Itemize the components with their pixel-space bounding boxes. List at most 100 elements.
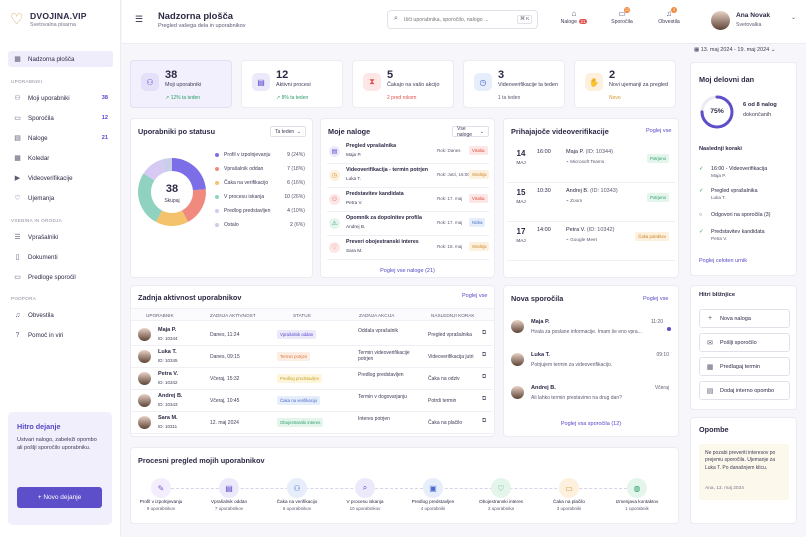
sidebar-item-tasks[interactable]: ▤ Naloge 21 xyxy=(14,134,108,143)
kpi-matches[interactable]: ✋ 2 Novi ujemanji za pregled Novo xyxy=(574,60,676,108)
task-row[interactable]: ◷ Videoverifikacija - termin potrjen Luka … xyxy=(327,166,490,188)
bell-icon: ♫ 3 xyxy=(666,7,677,18)
table-row[interactable]: Petra V. ID: 10342 Včeraj, 15:32 Predlog pr… xyxy=(131,368,493,390)
chart-icon: ▤ xyxy=(252,73,270,91)
task-row[interactable]: ▤ Pregled vprašalnika Maja P. Rok: Danes Vis… xyxy=(327,142,489,164)
message-item[interactable]: Maja P. Hvala za poslane informacije. Ima… xyxy=(507,318,675,352)
check-icon: ✓ xyxy=(699,166,704,172)
donut-slice-4[interactable] xyxy=(143,159,166,181)
header-notifications[interactable]: ♫ 3 Obvestila xyxy=(653,7,685,25)
video-platform: ⌁ Microsoft Teams xyxy=(566,159,604,165)
all-tasks-link[interactable]: Poglej vse naloge (21) xyxy=(380,268,435,274)
check-icon: ✓ xyxy=(699,188,704,194)
menu-icon[interactable]: ☰ xyxy=(135,14,144,24)
sidebar-item-users[interactable]: ⚇ Moji uporabniki 38 xyxy=(14,94,108,103)
kpi-waiting[interactable]: ⧗ 5 Čakajo na vašo akcijo 2 pred rokom xyxy=(352,60,454,108)
kpi-active-processes[interactable]: ▤ 12 Aktivni procesi ↗ 8% ta teden xyxy=(241,60,343,108)
priority-badge: Nizka xyxy=(469,218,486,227)
messages-badge: 12 xyxy=(624,7,630,13)
open-external-icon[interactable]: ⧉ xyxy=(482,418,487,424)
new-action-button[interactable]: + Novo dejanje xyxy=(17,487,102,508)
tasks-filter-select[interactable]: Vse naloge ⌄ xyxy=(452,126,489,138)
next-step-item[interactable]: ✓ Pregled vprašalnika Luka T. xyxy=(699,188,789,204)
message-item[interactable]: Luka T. Potrjujem termin za videoverifika… xyxy=(507,351,675,385)
sidebar-item-matches[interactable]: ♡ Ujemanja xyxy=(14,194,55,203)
sidebar-item-documents[interactable]: ▯ Dokumenti xyxy=(8,249,113,265)
task-row[interactable]: ⚇ Predstavitev kandidata Petra V. Rok: 17. … xyxy=(327,190,489,212)
header-messages[interactable]: ▭ 12 Sporočila xyxy=(606,7,638,25)
avatar[interactable] xyxy=(711,11,730,30)
quick-action-button[interactable]: ✉ Pošlji sporočilo xyxy=(699,333,790,352)
messages-view-all-link[interactable]: Poglej vse xyxy=(643,296,669,302)
date-range-picker[interactable]: ▦ 13. maj 2024 - 19. maj 2024 ⌄ xyxy=(694,47,776,53)
open-external-icon[interactable]: ⧉ xyxy=(482,330,487,336)
video-row[interactable]: 14 MAJ 16:00 Maja P. (ID: 10344) ⌁ Microsoft… xyxy=(507,145,675,183)
note-card[interactable]: Ne pozabi preveriti interesov po prejemu… xyxy=(699,444,789,500)
sidebar-item-questionnaires[interactable]: ☰ Vprašalniki xyxy=(14,233,59,242)
next-steps-title: Naslednji koraki xyxy=(699,146,742,152)
search-box[interactable]: ⌕ ⌘ K xyxy=(387,10,538,29)
last-action: Predlog predstavljen xyxy=(358,372,404,378)
sidebar-item-templates[interactable]: ▭ Predloge sporočil xyxy=(14,273,76,282)
donut-slice-5[interactable] xyxy=(160,158,172,173)
calendar-icon: ▦ xyxy=(14,155,21,162)
donut-slice-2[interactable] xyxy=(155,210,189,226)
quick-action-button[interactable]: ▤ Dodaj interno opombo xyxy=(699,381,790,400)
table-row[interactable]: Sara M. ID: 10311 12. maj 2024 Obojestransk… xyxy=(131,412,493,434)
sidebar-item-videoverification[interactable]: ▶ Videoverifikacije xyxy=(14,174,73,183)
video-row[interactable]: 15 MAJ 10:30 Andrej B. (ID: 10343) ⌁ Zoom Pot… xyxy=(507,184,675,222)
task-row[interactable]: ⚠ Opomnik za dopolnitev profila Andrej B. R… xyxy=(327,214,489,236)
message-preview: Potrjujem termin za videoverifikacijo. xyxy=(531,362,613,368)
open-external-icon[interactable]: ⧉ xyxy=(482,396,487,402)
next-step-item[interactable]: ✓ 16:00 - Videoverifikacija Maja P. xyxy=(699,166,789,182)
quick-action-button[interactable]: + Nova naloga xyxy=(699,309,790,328)
sidebar-item-help[interactable]: ? Pomoč in viri xyxy=(8,327,113,343)
table-row[interactable]: Andrej B. ID: 10343 Včeraj, 10:45 Čaka na v… xyxy=(131,390,493,412)
quick-action-button[interactable]: ▦ Predlagaj termin xyxy=(699,357,790,376)
quick-action-title: Hitro dejanje xyxy=(17,422,61,431)
video-row[interactable]: 17 MAJ 14:00 Petra V. (ID: 10342) ⌁ Google M… xyxy=(507,223,675,261)
search-input[interactable] xyxy=(404,14,514,25)
full-schedule-link[interactable]: Poglej celoten urnik xyxy=(699,258,748,264)
donut-slice-0[interactable] xyxy=(172,158,206,191)
donut-slice-1[interactable] xyxy=(181,189,206,222)
legend-percent: (6%) xyxy=(294,222,305,228)
table-row[interactable]: Maja P. ID: 10344 Danes, 11:24 Vprašalnik o… xyxy=(131,324,493,346)
task-due: Rok: 17. maj xyxy=(437,196,463,201)
open-external-icon[interactable]: ⧉ xyxy=(482,374,487,380)
chevron-down-icon[interactable]: ⌄ xyxy=(791,15,797,21)
video-status-badge: Potrjeno xyxy=(646,193,669,202)
calendar-icon: ▦ xyxy=(694,47,700,53)
all-messages-link[interactable]: Poglej vsa sporočila (12) xyxy=(560,421,622,427)
period-select[interactable]: Ta teden ⌄ xyxy=(270,126,306,137)
sidebar-item-calendar[interactable]: ▦ Koledar xyxy=(14,154,50,163)
user-name: Petra V. xyxy=(158,371,178,377)
donut-label: Skupaj xyxy=(164,198,180,204)
sidebar-item-notifications[interactable]: ♫ Obvestila xyxy=(14,311,54,319)
header-tasks[interactable]: ⌂ Naloge 21 xyxy=(559,9,589,25)
sidebar-item-dashboard[interactable]: ▦ Nadzorna plošča xyxy=(8,51,113,67)
quick-action-label: Pošlji sporočilo xyxy=(720,339,757,346)
legend-count: 9 xyxy=(287,152,290,158)
workday-progress-ring xyxy=(700,95,734,129)
next-step-item[interactable]: ✓ Predstavitev kandidata Petra V. xyxy=(699,229,789,245)
task-row[interactable]: ♡ Preveri obojestranski interes Sara M. Rok… xyxy=(327,238,490,260)
video-view-all-link[interactable]: Poglej vse xyxy=(646,128,672,134)
bell-icon: ♫ xyxy=(14,311,21,319)
message-item[interactable]: Andrej B. Ali lahko termin prestavimo na … xyxy=(507,384,675,418)
open-external-icon[interactable]: ⧉ xyxy=(482,352,487,358)
table-row[interactable]: Luka T. ID: 10345 Danes, 09:15 Termin potrj… xyxy=(131,346,493,368)
process-title: Procesni pregled mojih uporabnikov xyxy=(138,456,265,465)
kpi-users[interactable]: ⚇ 38 Moji uporabniki ↗ 12% ta teden xyxy=(130,60,232,108)
video-name: Petra V. xyxy=(566,227,586,233)
brand-logo[interactable]: ♡ DVOJINA.VIP Svetovalna pisarna xyxy=(10,11,87,28)
legend-label: V procesu iskanja xyxy=(224,194,265,200)
task-type-icon: ⚠ xyxy=(329,218,340,229)
kpi-videoverifications[interactable]: ◷ 3 Videoverifikacije ta teden 1 ta teden xyxy=(463,60,565,108)
activity-view-all-link[interactable]: Poglej vse xyxy=(462,293,488,299)
donut-slice-3[interactable] xyxy=(138,173,163,222)
next-step-item[interactable]: ○ Odgovori na sporočila (3) xyxy=(699,212,789,228)
video-platform: ⌁ Zoom xyxy=(566,198,582,204)
users-icon: ⚇ xyxy=(14,95,21,102)
sidebar-item-messages[interactable]: ▭ Sporočila 12 xyxy=(14,114,108,123)
